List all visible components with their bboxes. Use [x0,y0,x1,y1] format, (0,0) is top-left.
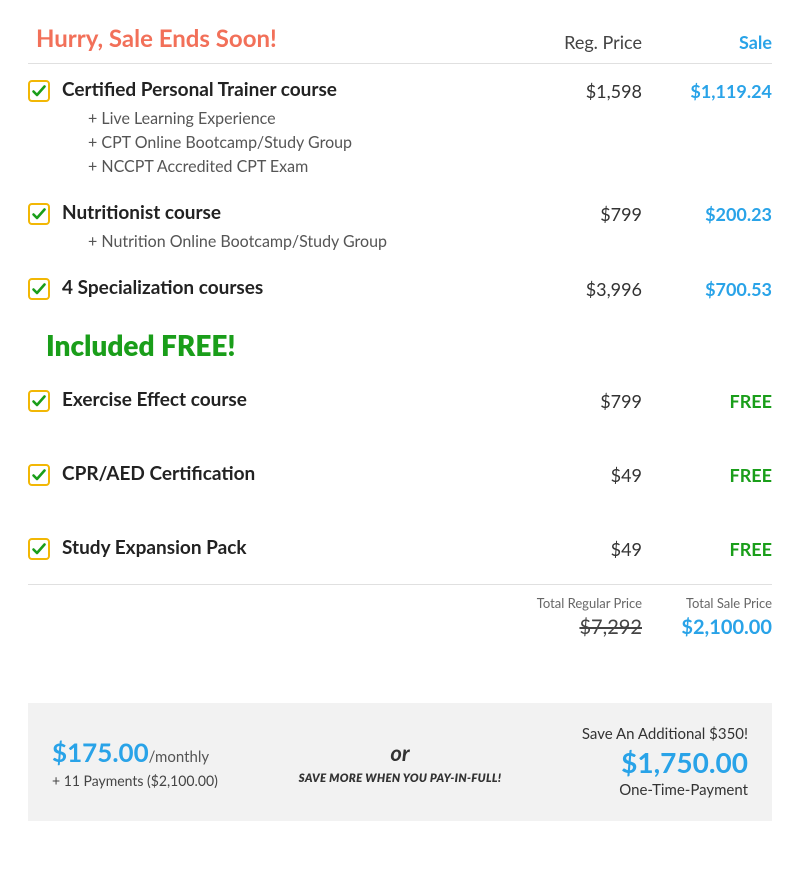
one-time-option: Save An Additional $350! $1,750.00 One-T… [530,725,748,799]
item-reg-price: $3,996 [512,276,642,300]
item-sale-price: $1,119.24 [642,78,772,102]
total-sale-col: Total Sale Price $2,100.00 [642,595,772,639]
or-label: or [270,739,530,766]
reg-price-header: Reg. Price [512,31,642,53]
item-sub-line: + Live Learning Experience [88,107,512,131]
item-sale-price: FREE [642,388,772,412]
item-title: Exercise Effect course [62,388,512,411]
header-row: Hurry, Sale Ends Soon! Reg. Price Sale [28,24,772,64]
pricing-table: Hurry, Sale Ends Soon! Reg. Price Sale C… [0,0,800,673]
payment-box: $175.00/monthly + 11 Payments ($2,100.00… [28,703,772,821]
monthly-amount: $175.00 [52,736,149,768]
pricing-item: 4 Specialization courses$3,996$700.53 [28,262,772,308]
total-reg-label: Total Regular Price [512,595,642,611]
item-reg-price: $49 [512,462,642,486]
one-time-amount: $1,750.00 [530,745,748,779]
check-icon [28,390,50,412]
monthly-suffix: /monthly [149,748,210,766]
item-sub-line: + NCCPT Accredited CPT Exam [88,155,512,179]
item-title: 4 Specialization courses [62,276,512,299]
item-reg-price: $49 [512,536,642,560]
check-icon [28,203,50,225]
item-sale-price: $700.53 [642,276,772,300]
item-title: Nutritionist course [62,201,512,224]
save-additional-text: Save An Additional $350! [530,725,748,743]
total-sale-value: $2,100.00 [642,615,772,639]
item-reg-price: $799 [512,388,642,412]
check-icon [28,80,50,102]
hurry-text: Hurry, Sale Ends Soon! [28,24,512,53]
pricing-item: Exercise Effect course$799FREE [28,374,772,420]
total-sale-label: Total Sale Price [642,595,772,611]
item-sublist: + Nutrition Online Bootcamp/Study Group [88,230,512,254]
pricing-item: Study Expansion Pack$49FREE [28,522,772,568]
total-reg-value: $7,292 [512,615,642,639]
check-icon [28,538,50,560]
totals-row: Total Regular Price $7,292 Total Sale Pr… [28,585,772,645]
check-icon [28,464,50,486]
item-reg-price: $1,598 [512,78,642,102]
item-title: CPR/AED Certification [62,462,512,485]
one-time-sub: One-Time-Payment [530,781,748,799]
item-sub-line: + CPT Online Bootcamp/Study Group [88,131,512,155]
item-title: Study Expansion Pack [62,536,512,559]
pricing-item: Certified Personal Trainer course + Live … [28,64,772,187]
item-sub-line: + Nutrition Online Bootcamp/Study Group [88,230,512,254]
item-sale-price: $200.23 [642,201,772,225]
pricing-item: CPR/AED Certification$49FREE [28,448,772,494]
included-free-heading: Included FREE! [28,308,772,374]
pricing-item: Nutritionist course + Nutrition Online Bo… [28,187,772,262]
check-icon [28,278,50,300]
item-sale-price: FREE [642,462,772,486]
monthly-sub: + 11 Payments ($2,100.00) [52,772,270,789]
item-title: Certified Personal Trainer course [62,78,512,101]
item-reg-price: $799 [512,201,642,225]
item-sublist: + Live Learning Experience+ CPT Online B… [88,107,512,179]
monthly-option: $175.00/monthly + 11 Payments ($2,100.00… [52,736,270,789]
total-reg-col: Total Regular Price $7,292 [512,595,642,639]
save-more-text: SAVE MORE WHEN YOU PAY-IN-FULL! [270,772,530,785]
or-section: or SAVE MORE WHEN YOU PAY-IN-FULL! [270,739,530,785]
item-sale-price: FREE [642,536,772,560]
sale-price-header: Sale [642,31,772,53]
